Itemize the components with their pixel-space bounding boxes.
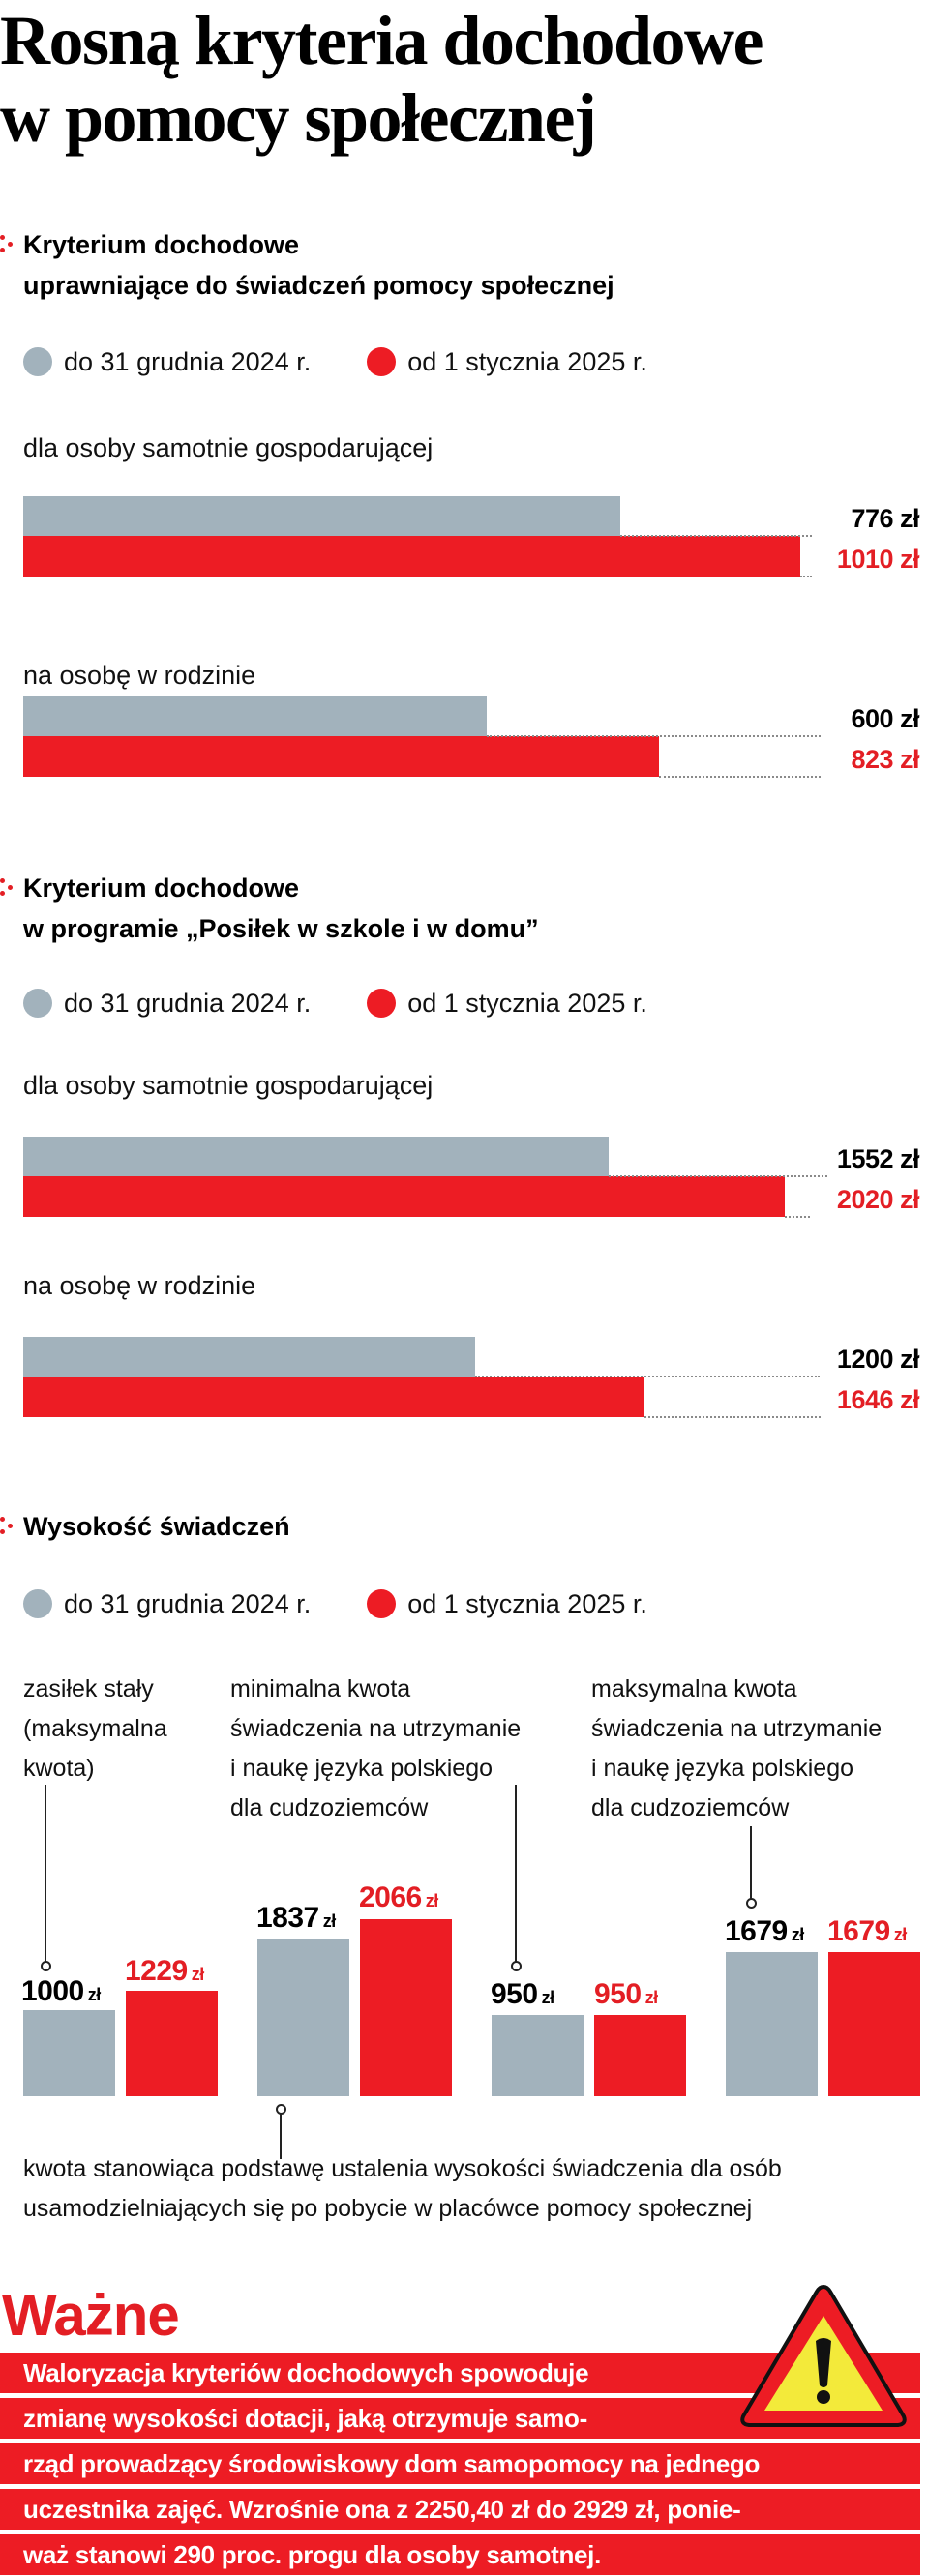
bar-new-single (23, 536, 800, 577)
grey-dot-icon (23, 347, 52, 376)
bar-old-single (23, 496, 620, 537)
bar-new-family (23, 736, 659, 777)
section-heading-meal-program: Kryterium dochodowe w programie „Posiłek… (23, 873, 539, 943)
vbar-new-independence (360, 1919, 452, 2096)
connector-line (45, 1785, 46, 1962)
bar-new-single (23, 1176, 785, 1217)
leader-dots (609, 1175, 827, 1177)
red-dots-bullet-icon (0, 235, 14, 254)
connector-line (280, 2114, 282, 2159)
bar-new-family (23, 1377, 644, 1417)
important-text-line: rząd prowadzący środowiskowy dom samopom… (0, 2443, 920, 2484)
row-label-single: dla osoby samotnie gospodarującej (23, 1071, 434, 1100)
value-new-family: 1646 zł (836, 1385, 920, 1414)
leader-dots (487, 735, 821, 737)
value-new-single: 1010 zł (836, 545, 920, 574)
page-title-line-2: w pomocy społecznej (0, 79, 597, 157)
value-new-zasilek: 1229 zł (125, 1955, 204, 1987)
value-old-family: 600 zł (851, 704, 919, 733)
legend-item-old: do 31 grudnia 2024 r. (23, 989, 311, 1019)
category-label-min-foreigners: minimalna kwota świadczenia na utrzymani… (230, 1675, 522, 1821)
connector-line (750, 1826, 752, 1899)
footnote-independence: kwota stanowiąca podstawę ustalenia wyso… (23, 2155, 782, 2222)
red-dot-icon (367, 1589, 397, 1618)
legend: do 31 grudnia 2024 r. od 1 stycznia 2025… (23, 988, 647, 1019)
red-dot-icon (367, 989, 397, 1018)
important-text-line: waż stanowi 290 proc. progu dla osoby sa… (0, 2534, 920, 2575)
page-title-line-1: Rosną kryteria dochodowe (0, 2, 764, 79)
leader-dots (620, 535, 812, 537)
row-label-family: na osobę w rodzinie (23, 661, 256, 690)
value-new-single: 2020 zł (836, 1185, 920, 1214)
legend: do 31 grudnia 2024 r. od 1 stycznia 2025… (23, 1588, 647, 1619)
legend-item-new: od 1 stycznia 2025 r. (367, 989, 647, 1019)
value-old-max-foreigners: 1679 zł (725, 1915, 804, 1947)
vbar-old-min-foreigners (492, 2015, 584, 2096)
important-text-line: uczestnika zajęć. Wzrośnie ona z 2250,40… (0, 2489, 920, 2530)
value-old-single: 1552 zł (836, 1144, 920, 1173)
warning-triangle-icon (740, 2285, 907, 2427)
connector-dot-icon (41, 1961, 51, 1971)
legend-item-new: od 1 stycznia 2025 r. (367, 1589, 647, 1619)
leader-dots (644, 1416, 821, 1418)
value-old-min-foreigners: 950 zł (491, 1978, 554, 2010)
leader-dots (475, 1376, 820, 1377)
vbar-old-max-foreigners (726, 1952, 818, 2096)
value-old-single: 776 zł (851, 504, 919, 533)
value-old-independence: 1837 zł (256, 1902, 336, 1934)
bar-old-single (23, 1137, 609, 1177)
connector-line (515, 1785, 517, 1962)
leader-dots (785, 1216, 810, 1218)
bar-old-family (23, 1337, 475, 1377)
value-old-zasilek: 1000 zł (21, 1975, 101, 2007)
connector-dot-icon (511, 1961, 522, 1971)
connector-dot-icon (746, 1898, 757, 1909)
bar-old-family (23, 696, 487, 737)
value-new-independence: 2066 zł (359, 1881, 438, 1913)
vbar-new-max-foreigners (828, 1952, 920, 2096)
legend-item-old: do 31 grudnia 2024 r. (23, 347, 311, 377)
category-label-max-foreigners: maksymalna kwota świadczenia na utrzyman… (591, 1675, 883, 1821)
page-title: Rosną kryteria dochodowe w pomocy społec… (0, 2, 764, 157)
row-label-single: dla osoby samotnie gospodarującej (23, 433, 434, 462)
vbar-new-min-foreigners (594, 2015, 686, 2096)
vbar-old-independence (257, 1939, 349, 2096)
value-new-max-foreigners: 1679 zł (827, 1915, 907, 1947)
value-old-family: 1200 zł (836, 1345, 920, 1374)
legend-item-new: od 1 stycznia 2025 r. (367, 347, 647, 377)
grey-dot-icon (23, 1589, 52, 1618)
value-new-min-foreigners: 950 zł (594, 1978, 658, 2010)
red-dot-icon (367, 347, 397, 376)
section-heading-benefit-amounts: Wysokość świadczeń (23, 1512, 290, 1541)
section-heading-social-criteria: Kryterium dochodowe uprawniające do świa… (23, 230, 614, 300)
red-dots-bullet-icon (0, 1517, 14, 1536)
red-dots-bullet-icon (0, 878, 14, 898)
vbar-new-zasilek (126, 1991, 218, 2096)
value-new-family: 823 zł (851, 745, 919, 774)
grey-dot-icon (23, 989, 52, 1018)
leader-dots (800, 576, 812, 577)
category-label-zasilek: zasiłek stały (maksymalna kwota) (23, 1675, 167, 1782)
row-label-family: na osobę w rodzinie (23, 1271, 256, 1300)
important-title: Ważne (2, 2283, 180, 2348)
legend-item-old: do 31 grudnia 2024 r. (23, 1589, 311, 1619)
vbar-old-zasilek (23, 2010, 115, 2096)
legend: do 31 grudnia 2024 r. od 1 stycznia 2025… (23, 346, 647, 377)
leader-dots (659, 776, 821, 778)
